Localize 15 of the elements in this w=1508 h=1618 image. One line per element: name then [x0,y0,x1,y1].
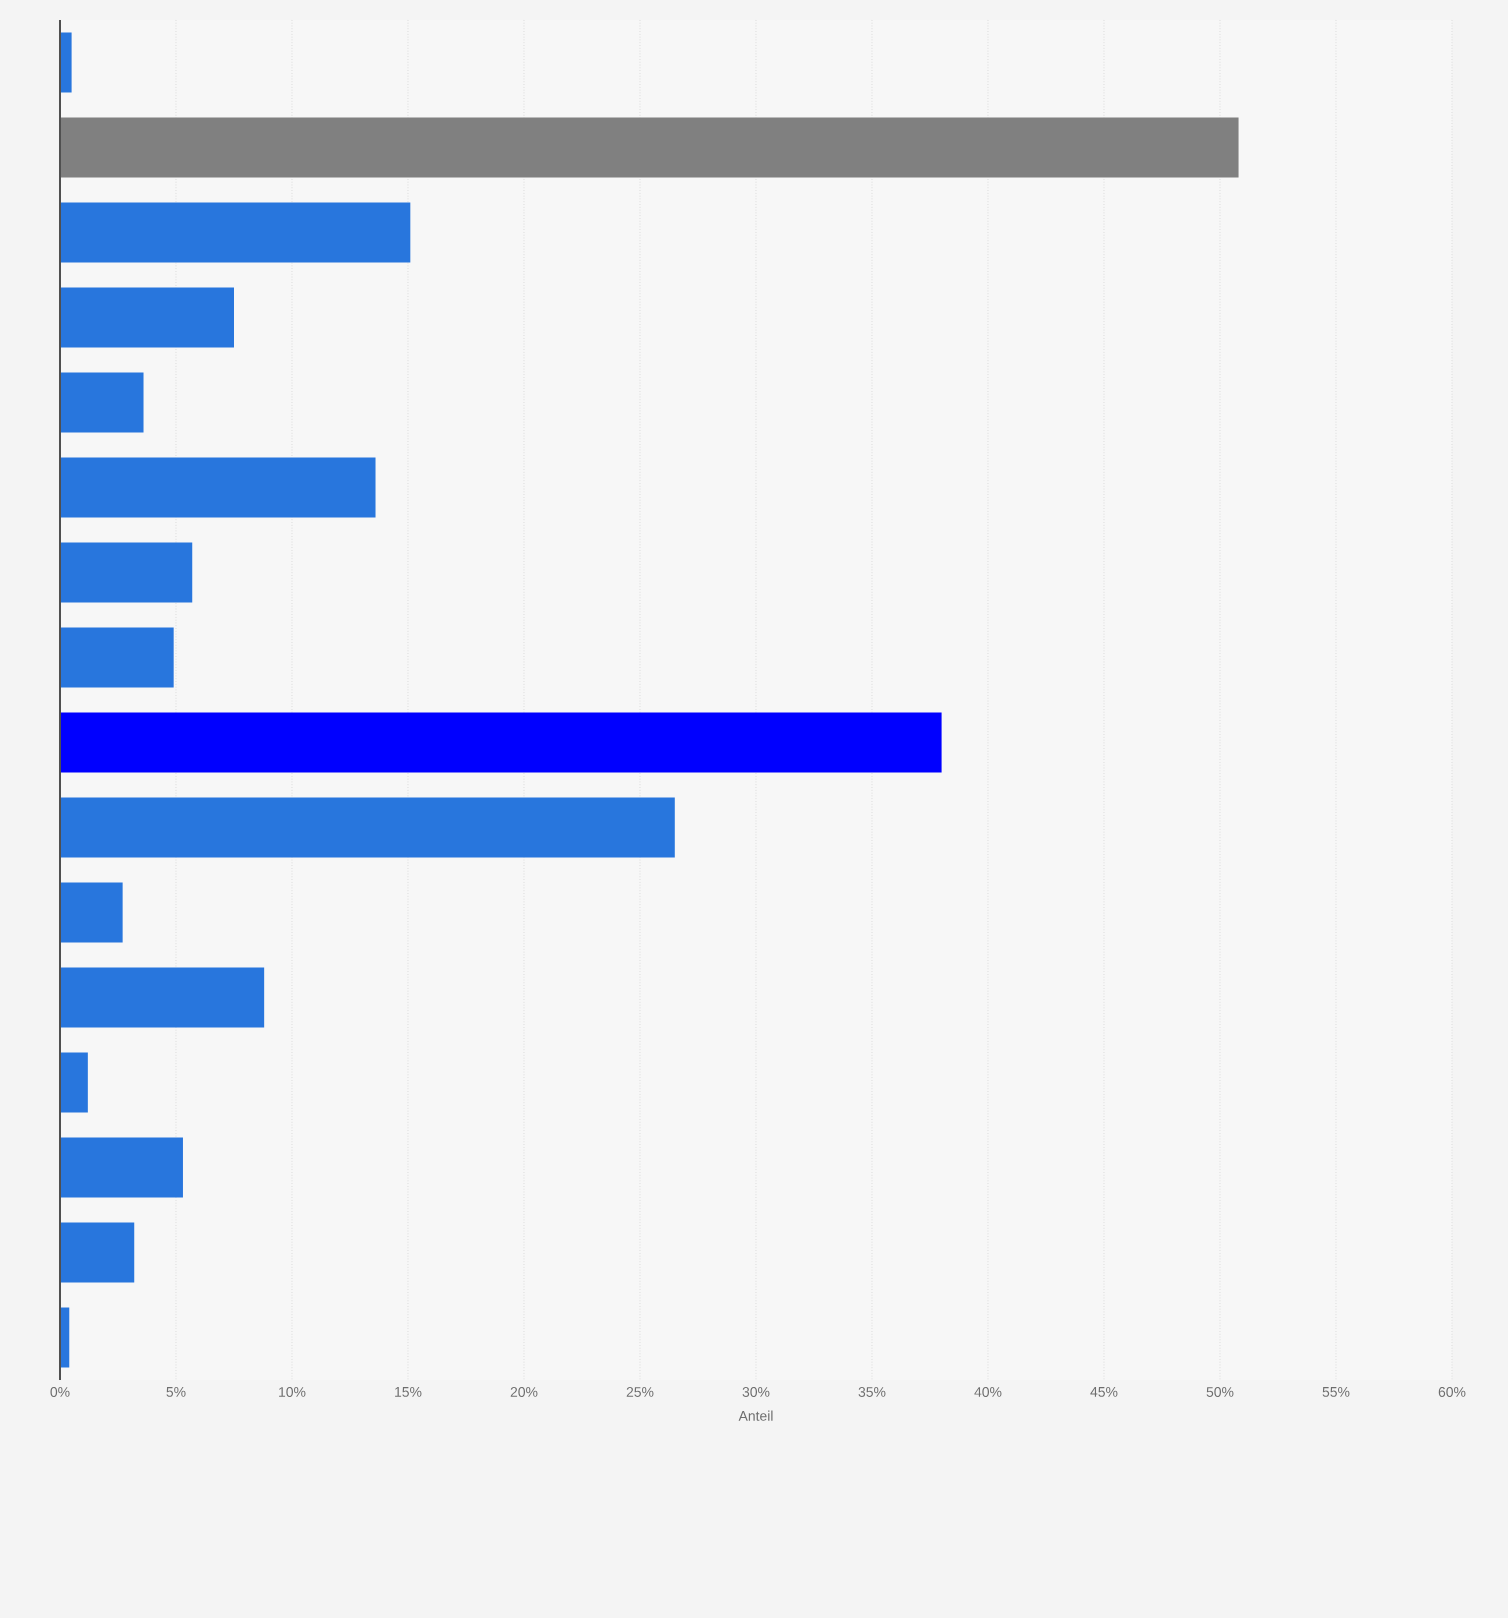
bar [60,117,1239,178]
bar [60,967,265,1028]
bar [60,882,123,943]
bar [60,542,193,603]
bar [60,287,234,348]
bar [60,457,376,518]
bar [60,1137,183,1198]
bar [60,1052,88,1113]
bar [60,32,72,93]
bar [60,627,174,688]
bar [60,712,942,773]
bar [60,797,675,858]
bar [60,1222,135,1283]
bar [60,372,144,433]
bar [60,202,411,263]
